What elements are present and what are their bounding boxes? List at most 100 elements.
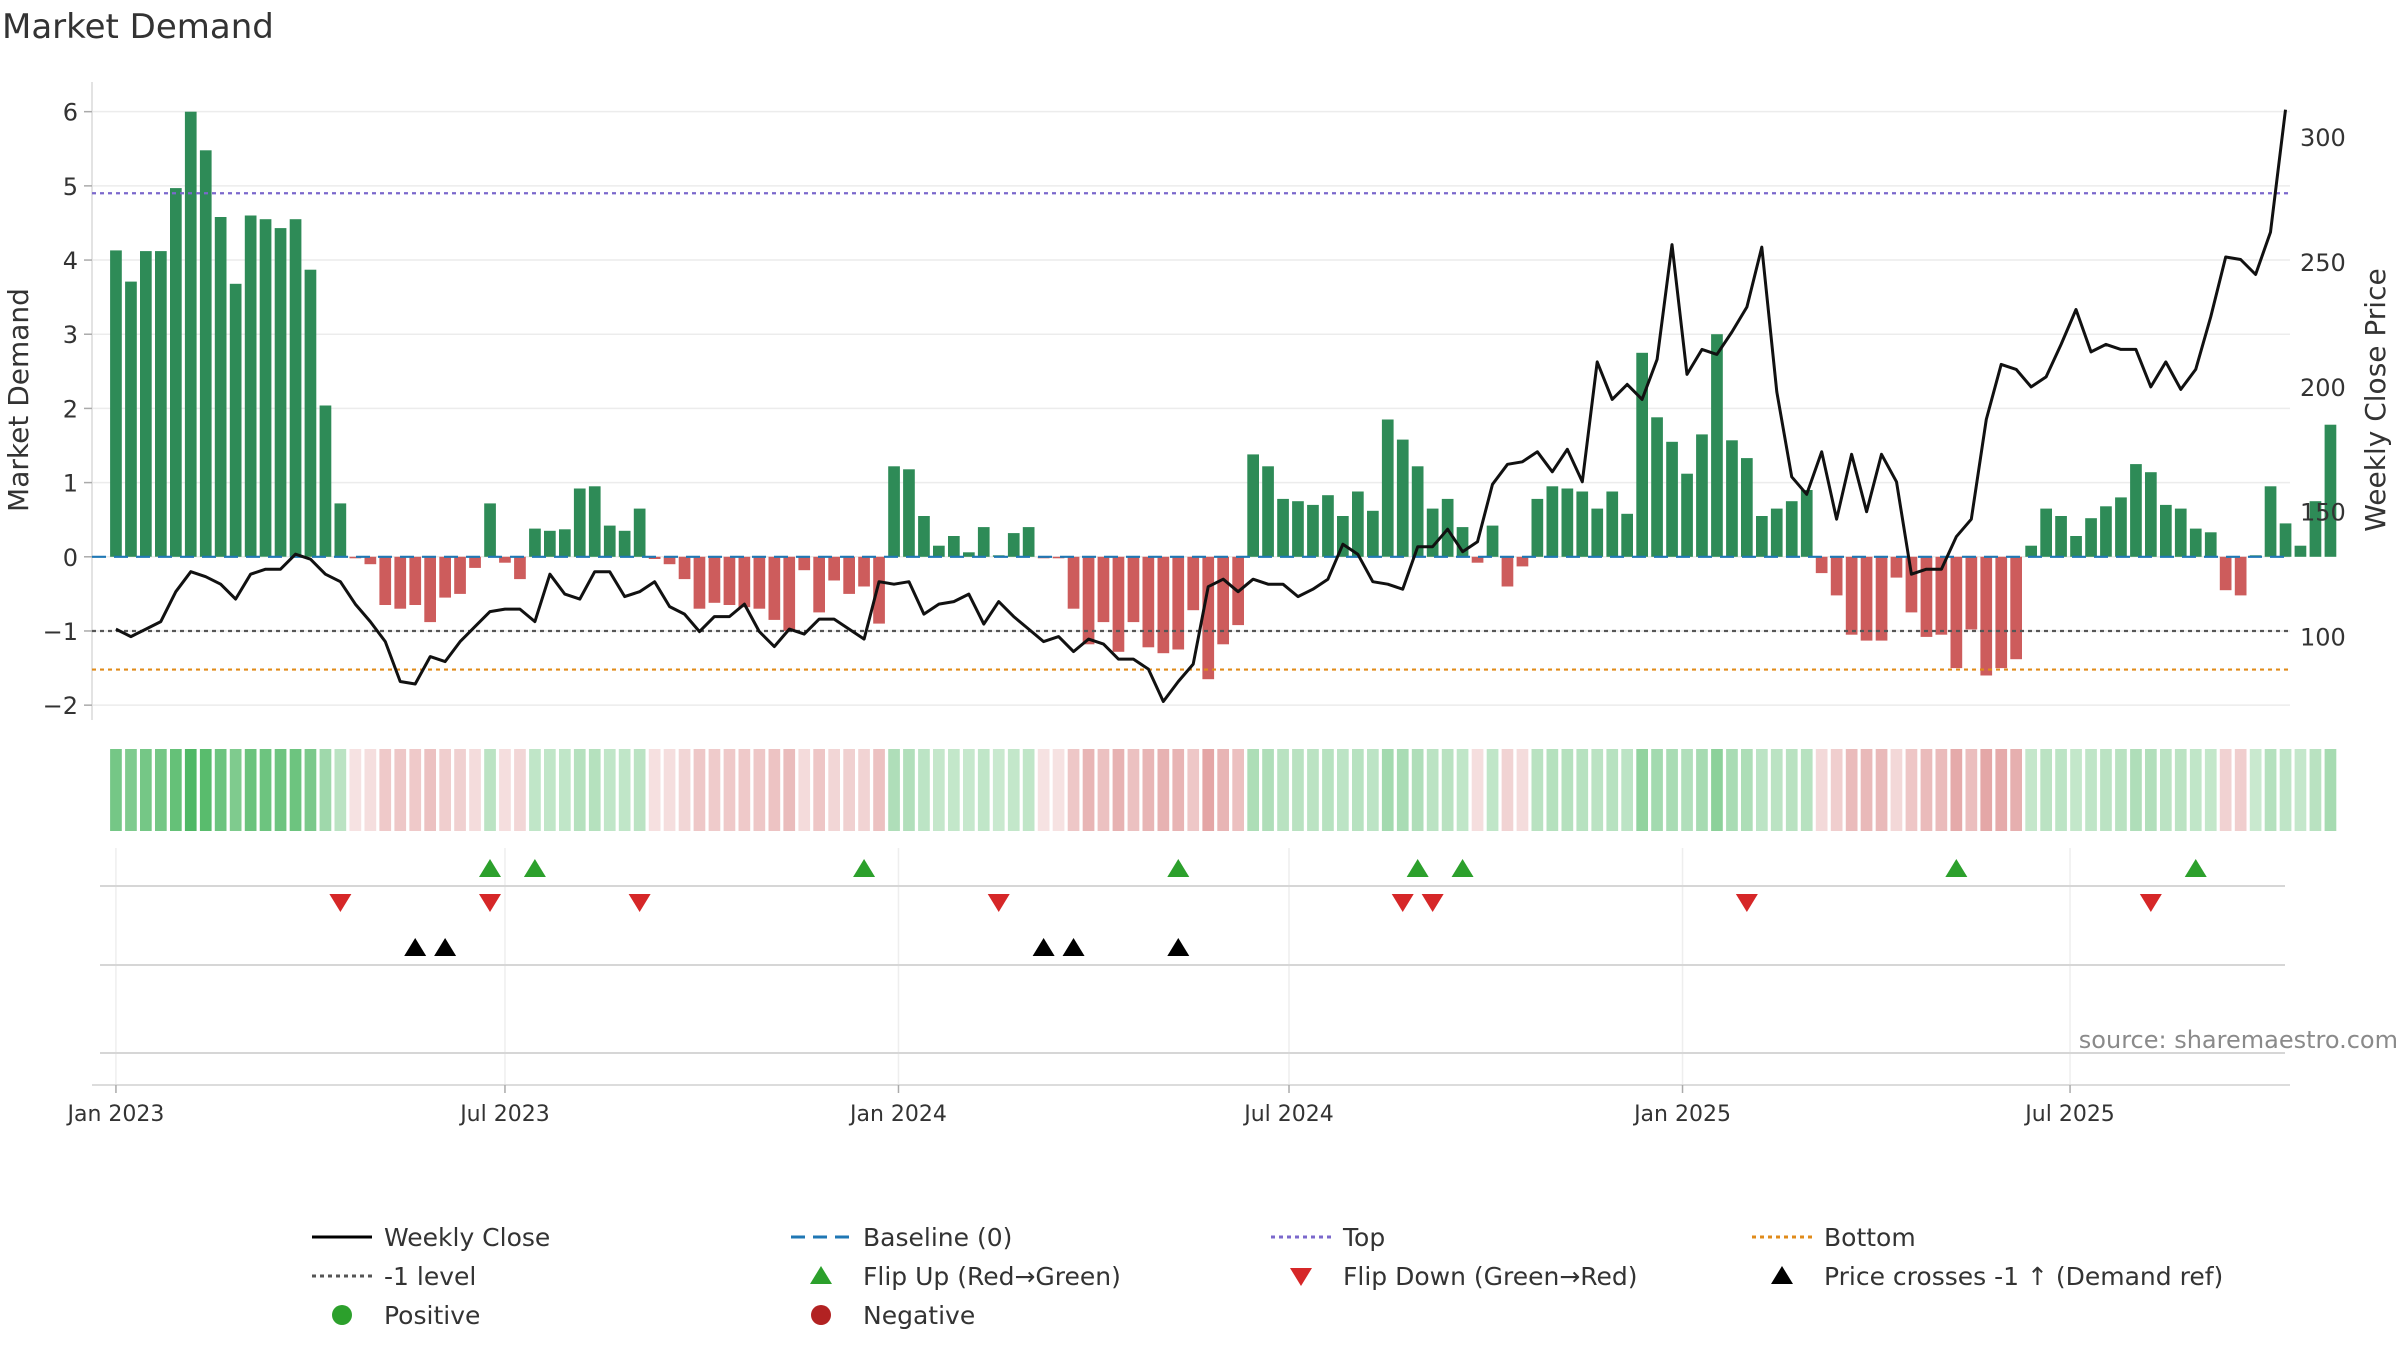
demand-bar-negative xyxy=(1202,556,1215,680)
demand-bar-positive xyxy=(977,527,990,557)
strip-cell-positive xyxy=(1800,749,1813,831)
flip-up-marker xyxy=(523,859,546,877)
strip-cell-negative xyxy=(1830,749,1843,831)
y2-tick-label: 100 xyxy=(2300,624,2346,652)
demand-bar-negative xyxy=(1950,556,1963,669)
strip-cell-positive xyxy=(2085,749,2097,831)
legend-label: Flip Up (Red→Green) xyxy=(863,1262,1121,1291)
strip-cell-negative xyxy=(663,749,676,831)
legend-label: Price crosses -1 ↑ (Demand ref) xyxy=(1824,1262,2223,1291)
strip-cell-positive xyxy=(933,749,945,831)
demand-bar-negative xyxy=(1890,556,1903,578)
strip-cell-positive xyxy=(214,749,227,831)
strip-cell-negative xyxy=(1995,749,2008,831)
strip-cell-positive xyxy=(184,749,197,831)
demand-bar-negative xyxy=(2234,556,2247,596)
demand-bar-positive xyxy=(1621,513,1633,557)
flip-down-marker xyxy=(1735,894,1758,912)
strip-cell-positive xyxy=(1651,749,1663,831)
strip-cell-negative xyxy=(678,749,691,831)
demand-bar-positive xyxy=(618,530,631,557)
price-cross-marker xyxy=(1167,938,1190,956)
demand-bar-positive xyxy=(1007,533,1020,557)
strip-cell-negative xyxy=(828,749,840,831)
y-tick-label: 4 xyxy=(63,247,78,275)
y2-tick-label: 200 xyxy=(2300,374,2346,402)
strip-cell-positive xyxy=(2279,749,2292,831)
demand-bar-positive xyxy=(259,219,272,557)
demand-bar-positive xyxy=(1711,334,1723,557)
demand-bar-positive xyxy=(199,150,212,557)
demand-bar-positive xyxy=(229,283,242,557)
demand-bar-negative xyxy=(514,556,526,580)
strip-cell-positive xyxy=(2309,749,2322,831)
legend-item: Top xyxy=(1271,1223,1385,1252)
source-label: source: sharemaestro.com xyxy=(2079,1026,2398,1054)
legend-label: Positive xyxy=(384,1301,480,1330)
strip-cell-positive xyxy=(1711,749,1723,831)
demand-bar-positive xyxy=(2204,532,2217,557)
legend-item: Bottom xyxy=(1752,1223,1916,1252)
legend-swatch-circle xyxy=(332,1305,352,1325)
demand-bar-positive xyxy=(2174,508,2187,557)
strip-cell-positive xyxy=(1456,749,1469,831)
demand-bar-positive xyxy=(1561,488,1574,557)
demand-bar-negative xyxy=(1875,556,1888,641)
y2-axis-label: Weekly Close Price xyxy=(2359,268,2392,531)
demand-bar-positive xyxy=(2264,486,2277,557)
reference-lines xyxy=(92,192,2290,671)
demand-bar-positive xyxy=(1576,491,1589,557)
strip-cell-positive xyxy=(1292,749,1304,831)
flip-down-marker xyxy=(628,894,651,912)
strip-cell-positive xyxy=(1756,749,1768,831)
demand-bar-positive xyxy=(1741,458,1753,557)
strip-cell-negative xyxy=(1037,749,1050,831)
strip-cell-negative xyxy=(1082,749,1095,831)
strip-cell-positive xyxy=(1486,749,1499,831)
demand-bar-positive xyxy=(903,469,915,557)
demand-bar-positive xyxy=(933,545,945,557)
demand-bar-negative xyxy=(364,556,377,565)
y2-tick-label: 300 xyxy=(2300,124,2346,152)
strip-cell-positive xyxy=(2160,749,2172,831)
strip-cell-positive xyxy=(1546,749,1559,831)
strip-cell-positive xyxy=(1681,749,1693,831)
price-cross-marker xyxy=(1062,938,1085,956)
demand-bar-positive xyxy=(1696,434,1708,557)
demand-bar-negative xyxy=(1067,556,1080,609)
strip-cell-positive xyxy=(948,749,960,831)
strip-cell-negative xyxy=(2219,749,2232,831)
strip-cell-negative xyxy=(424,749,436,831)
demand-bar-negative xyxy=(723,556,736,605)
demand-bar-positive xyxy=(1292,501,1304,557)
strip-cell-negative xyxy=(1067,749,1080,831)
demand-bar-negative xyxy=(1815,556,1828,574)
legend-swatch-triangle-up xyxy=(810,1266,832,1284)
strip-cell-positive xyxy=(633,749,646,831)
strip-cell-positive xyxy=(2189,749,2202,831)
demand-bar-negative xyxy=(873,556,885,624)
strip-cell-negative xyxy=(708,749,721,831)
demand-bar-positive xyxy=(1247,454,1259,557)
strip-cell-positive xyxy=(1396,749,1409,831)
strip-cell-positive xyxy=(2174,749,2187,831)
strip-cell-positive xyxy=(529,749,541,831)
flip-up-marker xyxy=(1406,859,1429,877)
strip-cell-negative xyxy=(1097,749,1110,831)
strip-cell-negative xyxy=(798,749,811,831)
strip-cell-negative xyxy=(723,749,736,831)
demand-bar-positive xyxy=(1726,440,1738,557)
strip-cell-positive xyxy=(2324,749,2337,831)
demand-bar-positive xyxy=(334,503,347,557)
demand-bar-positive xyxy=(1546,486,1559,557)
strip-cell-negative xyxy=(394,749,407,831)
strip-cell-positive xyxy=(588,749,601,831)
demand-bar-positive xyxy=(1756,516,1768,557)
demand-bar-negative xyxy=(828,556,840,581)
strip-cell-positive xyxy=(1367,749,1379,831)
flip-up-marker xyxy=(1167,859,1190,877)
strip-cell-positive xyxy=(274,749,287,831)
flip-up-marker xyxy=(479,859,502,877)
y-axis-label: Market Demand xyxy=(2,288,35,512)
strip-cell-positive xyxy=(2055,749,2067,831)
